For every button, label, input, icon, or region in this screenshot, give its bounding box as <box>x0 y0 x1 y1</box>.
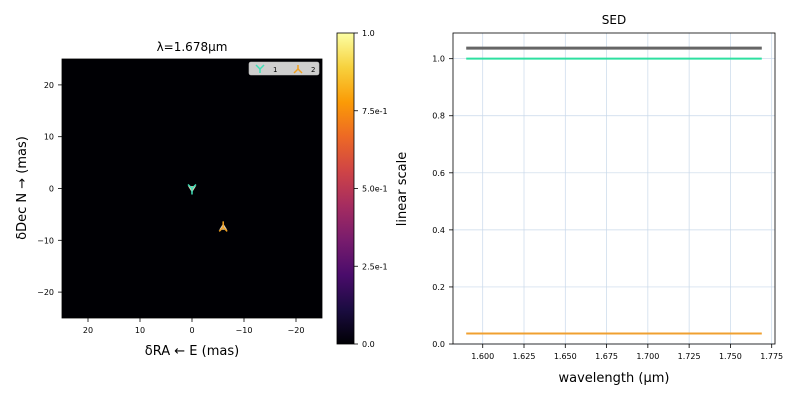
legend-handle <box>293 65 303 74</box>
colorbar-tick-label: 1.0 <box>362 29 375 38</box>
image-xtick-label: −10 <box>236 326 253 335</box>
sed-xlabel: wavelength (μm) <box>559 371 670 386</box>
colorbar: 0.0 2.5e-1 5.0e-1 7.5e-1 1.0 linear scale <box>336 29 410 349</box>
star-2-marker <box>218 221 228 232</box>
colorbar-tick-label: 7.5e-1 <box>362 107 388 116</box>
image-frame <box>61 58 323 319</box>
image-ytick-label: 20 <box>44 81 54 90</box>
sed-ytick-label: 0.4 <box>432 226 445 235</box>
image-title: λ=1.678μm <box>157 40 228 54</box>
image-ylabel: δDec N → (mas) <box>15 136 30 240</box>
sed-ticks: 1.600 1.625 1.650 1.675 1.700 1.725 1.750 1.775… <box>432 55 783 361</box>
colorbar-gradient <box>337 33 354 344</box>
sed-ytick-label: 0.6 <box>432 169 445 178</box>
colorbar-tick-label: 0.0 <box>362 340 375 349</box>
image-ticks: 20 10 0 −10 −20 20 10 0 −10 −20 <box>37 81 304 335</box>
image-ytick-label: −10 <box>37 236 54 245</box>
colorbar-tick-label: 5.0e-1 <box>362 185 388 194</box>
image-ytick-label: 10 <box>44 133 54 142</box>
colorbar-tick-label: 2.5e-1 <box>362 262 388 271</box>
sed-xtick-label: 1.675 <box>595 352 618 361</box>
sed-xtick-label: 1.650 <box>554 352 577 361</box>
star-1-marker <box>187 183 197 195</box>
image-xtick-label: −20 <box>288 326 305 335</box>
image-ytick-label: −20 <box>37 288 54 297</box>
legend-handle <box>255 64 265 73</box>
image-xtick-label: 0 <box>189 326 194 335</box>
sed-ytick-label: 1.0 <box>432 55 445 64</box>
sed-ytick-label: 0.0 <box>432 340 445 349</box>
sed-title: SED <box>602 13 626 27</box>
sed-xtick-label: 1.625 <box>513 352 536 361</box>
sed-ytick-label: 0.8 <box>432 112 445 121</box>
sed-xtick-label: 1.700 <box>636 352 659 361</box>
colorbar-ticks: 0.0 2.5e-1 5.0e-1 7.5e-1 1.0 <box>354 29 388 349</box>
sed-lines <box>466 46 762 335</box>
image-xtick-label: 10 <box>135 326 145 335</box>
legend-label: 1 <box>273 66 277 74</box>
image-markers <box>187 183 228 232</box>
image-xlabel: δRA ← E (mas) <box>145 344 239 359</box>
sed-xtick-label: 1.725 <box>678 352 701 361</box>
sed-xtick-label: 1.775 <box>760 352 783 361</box>
sed-panel: SED 1.600 1.625 1.650 1.675 1.700 1.725 1.750 1… <box>432 13 783 386</box>
legend-label: 2 <box>311 66 315 74</box>
colorbar-label: linear scale <box>395 152 410 226</box>
image-ytick-label: 0 <box>49 185 54 194</box>
sed-ytick-label: 0.2 <box>432 283 445 292</box>
image-xtick-label: 20 <box>83 326 93 335</box>
sed-grid <box>453 33 775 345</box>
sed-xtick-label: 1.750 <box>719 352 742 361</box>
sed-frame <box>452 32 776 345</box>
sed-xtick-label: 1.600 <box>471 352 494 361</box>
